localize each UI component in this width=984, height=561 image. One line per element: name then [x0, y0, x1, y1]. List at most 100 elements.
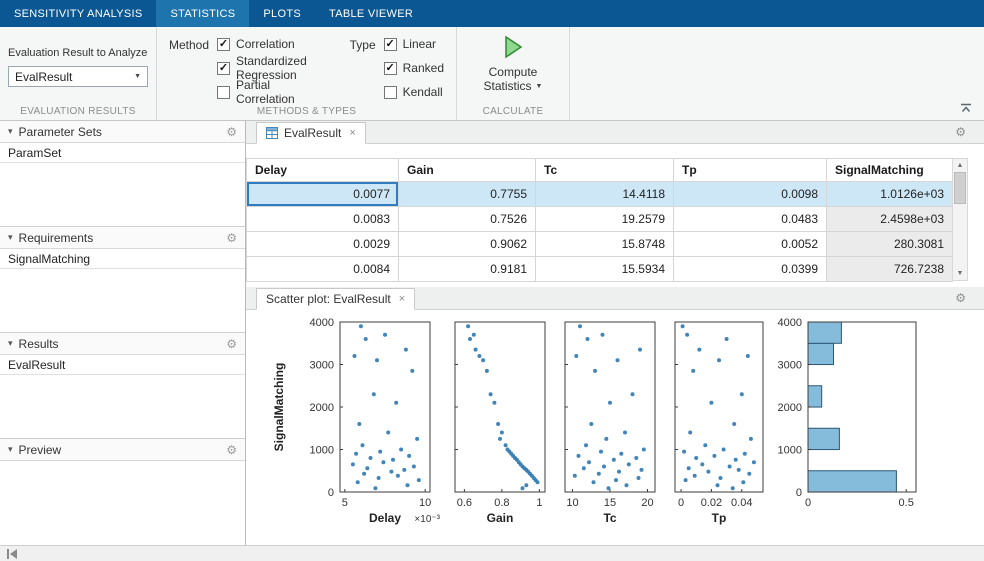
table-row[interactable]: 0.0029 0.9062 15.8748 0.0052 280.3081: [246, 231, 953, 257]
scatter-point: [751, 460, 756, 465]
table-cell[interactable]: 0.0399: [673, 256, 827, 282]
table-cell[interactable]: 0.0029: [246, 231, 399, 257]
tab-scatter-plot[interactable]: Scatter plot: EvalResult ×: [256, 288, 416, 310]
list-item-paramset[interactable]: ParamSet: [0, 143, 245, 163]
table-cell[interactable]: 726.7238: [826, 256, 953, 282]
app-tab-plots[interactable]: PLOTS: [263, 7, 301, 20]
checkbox-standardized-regression[interactable]: ✓: [217, 61, 231, 75]
checkbox-linear[interactable]: ✓: [383, 37, 397, 51]
app-tab-table-viewer[interactable]: TABLE VIEWER: [329, 7, 414, 20]
gear-icon[interactable]: ⚙: [226, 124, 237, 139]
column-header-tc[interactable]: Tc: [535, 158, 674, 182]
scatter-point: [411, 464, 416, 469]
gear-icon[interactable]: ⚙: [955, 291, 966, 305]
table-cell[interactable]: 15.5934: [535, 256, 674, 282]
table-cell[interactable]: 0.0052: [673, 231, 827, 257]
table-cell[interactable]: 1.0126e+03: [826, 181, 953, 207]
eval-result-dropdown[interactable]: EvalResult ▼: [8, 66, 148, 87]
scroll-down-icon[interactable]: ▼: [956, 270, 964, 277]
method-option-correlation[interactable]: ✓ Correlation: [217, 37, 326, 51]
checkbox-ranked[interactable]: ✓: [383, 61, 397, 75]
collapse-toolstrip-button[interactable]: [958, 101, 974, 115]
column-header-delay[interactable]: Delay: [246, 158, 399, 182]
section-label-methods-types: METHODS & TYPES: [256, 106, 357, 117]
table-cell[interactable]: 2.4598e+03: [826, 206, 953, 232]
y-tick-label: 2000: [778, 402, 802, 414]
scatter-point: [615, 358, 620, 363]
scatter-point: [576, 453, 581, 458]
gear-icon[interactable]: ⚙: [226, 336, 237, 351]
method-option-standardized-regression[interactable]: ✓ Standardized Regression: [217, 54, 326, 82]
table-cell[interactable]: 0.9062: [398, 231, 536, 257]
checkbox-correlation[interactable]: ✓: [217, 37, 231, 51]
chevron-down-icon: ▼: [535, 82, 543, 90]
column-header-tp[interactable]: Tp: [673, 158, 827, 182]
scrollbar-thumb[interactable]: [954, 172, 966, 204]
collapse-triangle-icon[interactable]: ▾: [8, 126, 13, 136]
go-to-start-icon[interactable]: [6, 548, 18, 559]
table-cell[interactable]: 0.0083: [246, 206, 399, 232]
collapse-triangle-icon[interactable]: ▾: [8, 232, 13, 242]
checkbox-partial-correlation[interactable]: [217, 85, 231, 99]
gear-icon[interactable]: ⚙: [226, 230, 237, 245]
x-tick-label: 0: [678, 497, 684, 509]
table-cell[interactable]: 280.3081: [826, 231, 953, 257]
app-tab-sensitivity-analysis[interactable]: SENSITIVITY ANALYSIS: [14, 7, 143, 20]
scatter-point: [626, 462, 631, 467]
x-tick-label: 5: [342, 497, 348, 509]
scatter-point: [365, 466, 370, 471]
panel-requirements: ▾ Requirements ⚙ SignalMatching: [0, 227, 245, 333]
scatter-point: [524, 483, 529, 488]
gear-icon[interactable]: ⚙: [955, 125, 966, 139]
table-cell[interactable]: 0.0084: [246, 256, 399, 282]
list-item-evalresult[interactable]: EvalResult: [0, 355, 245, 375]
type-option-linear[interactable]: ✓ Linear: [383, 37, 444, 51]
table-cell[interactable]: 0.7526: [398, 206, 536, 232]
close-icon[interactable]: ×: [398, 293, 406, 305]
close-icon[interactable]: ×: [349, 127, 356, 139]
list-item-signalmatching[interactable]: SignalMatching: [0, 249, 245, 269]
table-row[interactable]: 0.0083 0.7526 19.2579 0.0483 2.4598e+03: [246, 206, 953, 232]
scatter-point: [638, 347, 642, 352]
plot-document-tabstrip: Scatter plot: EvalResult × ⚙: [246, 287, 984, 310]
table-cell[interactable]: 0.7755: [398, 181, 536, 207]
table-cell[interactable]: 0.0098: [673, 181, 827, 207]
method-option-partial-correlation[interactable]: Partial Correlation: [217, 78, 326, 106]
panel-header-results[interactable]: ▾ Results ⚙: [0, 333, 245, 355]
table-cell[interactable]: 0.0077: [246, 181, 399, 207]
type-label: Type: [349, 38, 376, 52]
scatter-point: [727, 464, 732, 469]
table-cell[interactable]: 15.8748: [535, 231, 674, 257]
table-row[interactable]: 0.0077 0.7755 14.4118 0.0098 1.0126e+03: [246, 181, 953, 207]
scatter-point: [724, 337, 729, 341]
scroll-up-icon[interactable]: ▲: [956, 162, 964, 169]
tab-evalresult[interactable]: EvalResult ×: [256, 122, 366, 144]
checkbox-label: Ranked: [402, 61, 444, 75]
scatter-point: [503, 443, 508, 448]
app-tab-statistics[interactable]: STATISTICS: [156, 0, 250, 27]
table-cell[interactable]: 0.9181: [398, 256, 536, 282]
type-option-kendall[interactable]: Kendall: [383, 85, 444, 99]
table-cell[interactable]: 14.4118: [535, 181, 674, 207]
table-document-tabstrip: EvalResult × ⚙: [246, 121, 984, 144]
column-header-signalmatching[interactable]: SignalMatching: [826, 158, 953, 182]
gear-icon[interactable]: ⚙: [226, 442, 237, 457]
panel-header-parameter-sets[interactable]: ▾ Parameter Sets ⚙: [0, 121, 245, 143]
scrollbar-track[interactable]: [953, 204, 967, 267]
table-row[interactable]: 0.0084 0.9181 15.5934 0.0399 726.7238: [246, 256, 953, 282]
table-cell[interactable]: 19.2579: [535, 206, 674, 232]
table-cell[interactable]: 0.0483: [673, 206, 827, 232]
column-header-gain[interactable]: Gain: [398, 158, 536, 182]
scatter-point: [389, 469, 394, 474]
compute-statistics-button[interactable]: Compute Statistics ▼: [484, 35, 543, 93]
type-option-ranked[interactable]: ✓ Ranked: [383, 61, 444, 75]
checkbox-kendall[interactable]: [383, 85, 397, 99]
collapse-triangle-icon[interactable]: ▾: [8, 338, 13, 348]
scatter-point: [691, 368, 696, 373]
histogram-bar: [807, 470, 897, 493]
table-scrollbar[interactable]: ▲ ▼: [952, 158, 968, 281]
panel-header-requirements[interactable]: ▾ Requirements ⚙: [0, 227, 245, 249]
scatter-point: [706, 469, 711, 474]
collapse-triangle-icon[interactable]: ▾: [8, 444, 13, 454]
panel-header-preview[interactable]: ▾ Preview ⚙: [0, 439, 245, 461]
